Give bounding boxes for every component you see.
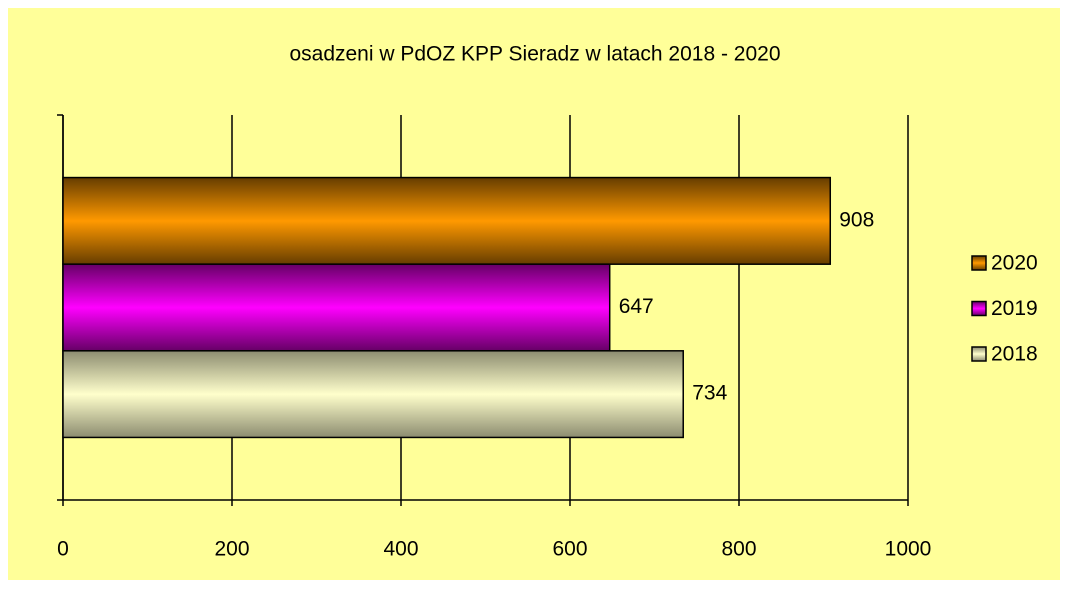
bar bbox=[62, 263, 611, 352]
data-label: 647 bbox=[619, 295, 654, 318]
x-tick-label: 1000 bbox=[885, 538, 932, 561]
legend-label: 2018 bbox=[991, 343, 1038, 366]
data-label: 908 bbox=[839, 208, 874, 231]
x-tick-label: 200 bbox=[214, 538, 249, 561]
bar bbox=[62, 176, 832, 265]
x-tick-label: 800 bbox=[721, 538, 756, 561]
legend-swatch bbox=[971, 255, 987, 271]
x-tick-label: 0 bbox=[57, 538, 69, 561]
legend-label: 2020 bbox=[991, 252, 1038, 275]
legend-label: 2019 bbox=[991, 297, 1038, 320]
bar bbox=[62, 350, 684, 439]
chart-title: osadzeni w PdOZ KPP Sieradz w latach 201… bbox=[289, 43, 780, 66]
legend-swatch bbox=[971, 300, 987, 317]
legend-swatch bbox=[971, 346, 987, 362]
x-tick-label: 400 bbox=[383, 538, 418, 561]
x-tick-label: 600 bbox=[552, 538, 587, 561]
data-label: 734 bbox=[692, 382, 727, 405]
